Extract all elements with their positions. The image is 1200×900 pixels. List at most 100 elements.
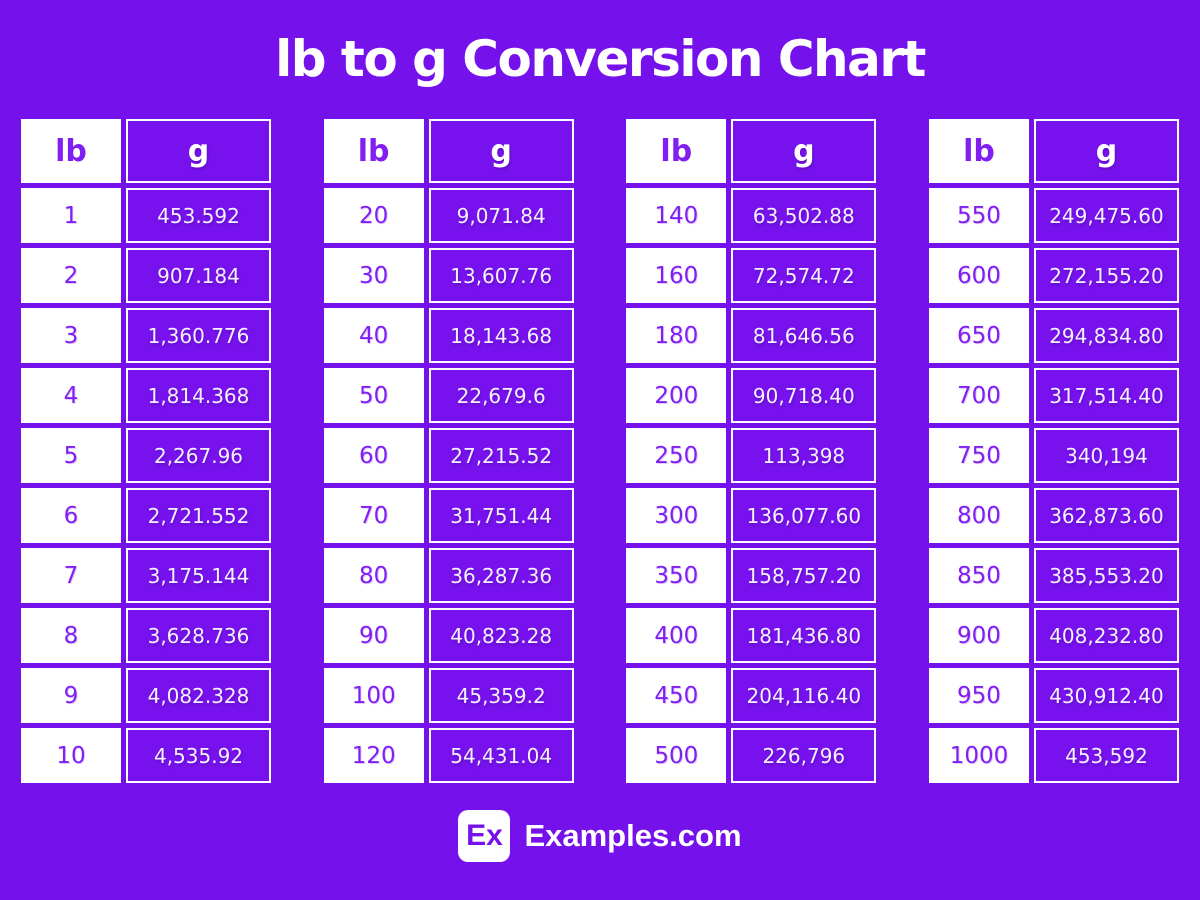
lb-column-header: lb	[323, 119, 424, 183]
table-row: 450 204,116.40	[626, 668, 877, 723]
g-value-cell: 63,502.88	[731, 188, 877, 243]
g-value-cell: 13,607.76	[428, 248, 574, 303]
g-value-cell: 294,834.80	[1033, 308, 1179, 363]
lb-value-cell: 550	[928, 188, 1029, 243]
g-value-cell: 249,475.60	[1033, 188, 1179, 243]
g-value-cell: 226,796	[731, 728, 877, 783]
g-column-header: g	[1033, 119, 1179, 183]
g-value-cell: 362,873.60	[1033, 488, 1179, 543]
g-column-header: g	[731, 119, 877, 183]
table-row: 140 63,502.88	[626, 188, 877, 243]
table-row: 300 136,077.60	[626, 488, 877, 543]
table-row: 800 362,873.60	[928, 488, 1179, 543]
lb-value-cell: 40	[323, 308, 424, 363]
g-value-cell: 1,814.368	[126, 368, 271, 423]
conversion-table-3: lb g 140 63,502.88 160 72,574.72 180 81,646.5…	[621, 114, 881, 788]
table-row: 950 430,912.40	[928, 668, 1179, 723]
lb-value-cell: 50	[323, 368, 424, 423]
table-row: 20 9,071.84	[323, 188, 574, 243]
lb-value-cell: 10	[21, 728, 121, 783]
lb-value-cell: 300	[626, 488, 727, 543]
g-column-header: g	[428, 119, 574, 183]
table-row: 1000 453,592	[928, 728, 1179, 783]
g-value-cell: 72,574.72	[731, 248, 877, 303]
table-row: 400 181,436.80	[626, 608, 877, 663]
g-value-cell: 9,071.84	[428, 188, 574, 243]
g-column-header: g	[126, 119, 271, 183]
lb-value-cell: 650	[928, 308, 1029, 363]
g-value-cell: 453,592	[1033, 728, 1179, 783]
g-value-cell: 272,155.20	[1033, 248, 1179, 303]
lb-value-cell: 5	[21, 428, 121, 483]
table-row: 5 2,267.96	[21, 428, 271, 483]
g-value-cell: 385,553.20	[1033, 548, 1179, 603]
g-value-cell: 18,143.68	[428, 308, 574, 363]
table-row: 750 340,194	[928, 428, 1179, 483]
g-value-cell: 31,751.44	[428, 488, 574, 543]
lb-value-cell: 6	[21, 488, 121, 543]
table-row: 60 27,215.52	[323, 428, 574, 483]
table-row: 3 1,360.776	[21, 308, 271, 363]
table-row: 30 13,607.76	[323, 248, 574, 303]
g-value-cell: 204,116.40	[731, 668, 877, 723]
lb-column-header: lb	[928, 119, 1029, 183]
table-header-row: lb g	[323, 119, 574, 183]
examples-logo-icon: Ex	[458, 810, 511, 862]
table-row: 4 1,814.368	[21, 368, 271, 423]
g-value-cell: 453.592	[126, 188, 271, 243]
lb-value-cell: 750	[928, 428, 1029, 483]
lb-value-cell: 160	[626, 248, 727, 303]
table-row: 40 18,143.68	[323, 308, 574, 363]
lb-value-cell: 200	[626, 368, 727, 423]
table-row: 500 226,796	[626, 728, 877, 783]
g-value-cell: 4,535.92	[126, 728, 271, 783]
g-value-cell: 3,628.736	[126, 608, 271, 663]
table-row: 550 249,475.60	[928, 188, 1179, 243]
lb-value-cell: 950	[928, 668, 1029, 723]
g-value-cell: 317,514.40	[1033, 368, 1179, 423]
lb-value-cell: 20	[323, 188, 424, 243]
lb-value-cell: 250	[626, 428, 727, 483]
brand-name: Examples.com	[524, 818, 742, 853]
lb-column-header: lb	[626, 119, 727, 183]
lb-value-cell: 4	[21, 368, 121, 423]
lb-value-cell: 2	[21, 248, 121, 303]
g-value-cell: 36,287.36	[428, 548, 574, 603]
table-row: 350 158,757.20	[626, 548, 877, 603]
table-row: 2 907.184	[21, 248, 271, 303]
lb-value-cell: 60	[323, 428, 424, 483]
lb-value-cell: 80	[323, 548, 424, 603]
g-value-cell: 136,077.60	[731, 488, 877, 543]
table-row: 6 2,721.552	[21, 488, 271, 543]
table-header-row: lb g	[21, 119, 271, 183]
g-value-cell: 40,823.28	[428, 608, 574, 663]
lb-value-cell: 600	[928, 248, 1029, 303]
table-row: 250 113,398	[626, 428, 877, 483]
table-row: 80 36,287.36	[323, 548, 574, 603]
table-row: 650 294,834.80	[928, 308, 1179, 363]
table-row: 1 453.592	[21, 188, 271, 243]
footer: Ex Examples.com	[0, 810, 1200, 862]
conversion-table-1: lb g 1 453.592 2 907.184 3 1,360.776 4 1,814.36…	[16, 114, 276, 788]
lb-value-cell: 7	[21, 548, 121, 603]
g-value-cell: 2,267.96	[126, 428, 271, 483]
g-value-cell: 22,679.6	[428, 368, 574, 423]
table-row: 70 31,751.44	[323, 488, 574, 543]
lb-value-cell: 350	[626, 548, 727, 603]
lb-value-cell: 800	[928, 488, 1029, 543]
table-row: 50 22,679.6	[323, 368, 574, 423]
g-value-cell: 1,360.776	[126, 308, 271, 363]
table-row: 160 72,574.72	[626, 248, 877, 303]
lb-value-cell: 100	[323, 668, 424, 723]
table-row: 180 81,646.56	[626, 308, 877, 363]
g-value-cell: 90,718.40	[731, 368, 877, 423]
table-row: 10 4,535.92	[21, 728, 271, 783]
table-row: 850 385,553.20	[928, 548, 1179, 603]
lb-value-cell: 8	[21, 608, 121, 663]
lb-value-cell: 700	[928, 368, 1029, 423]
page-title: lb to g Conversion Chart	[275, 30, 926, 88]
g-value-cell: 2,721.552	[126, 488, 271, 543]
lb-value-cell: 90	[323, 608, 424, 663]
g-value-cell: 340,194	[1033, 428, 1179, 483]
lb-value-cell: 9	[21, 668, 121, 723]
